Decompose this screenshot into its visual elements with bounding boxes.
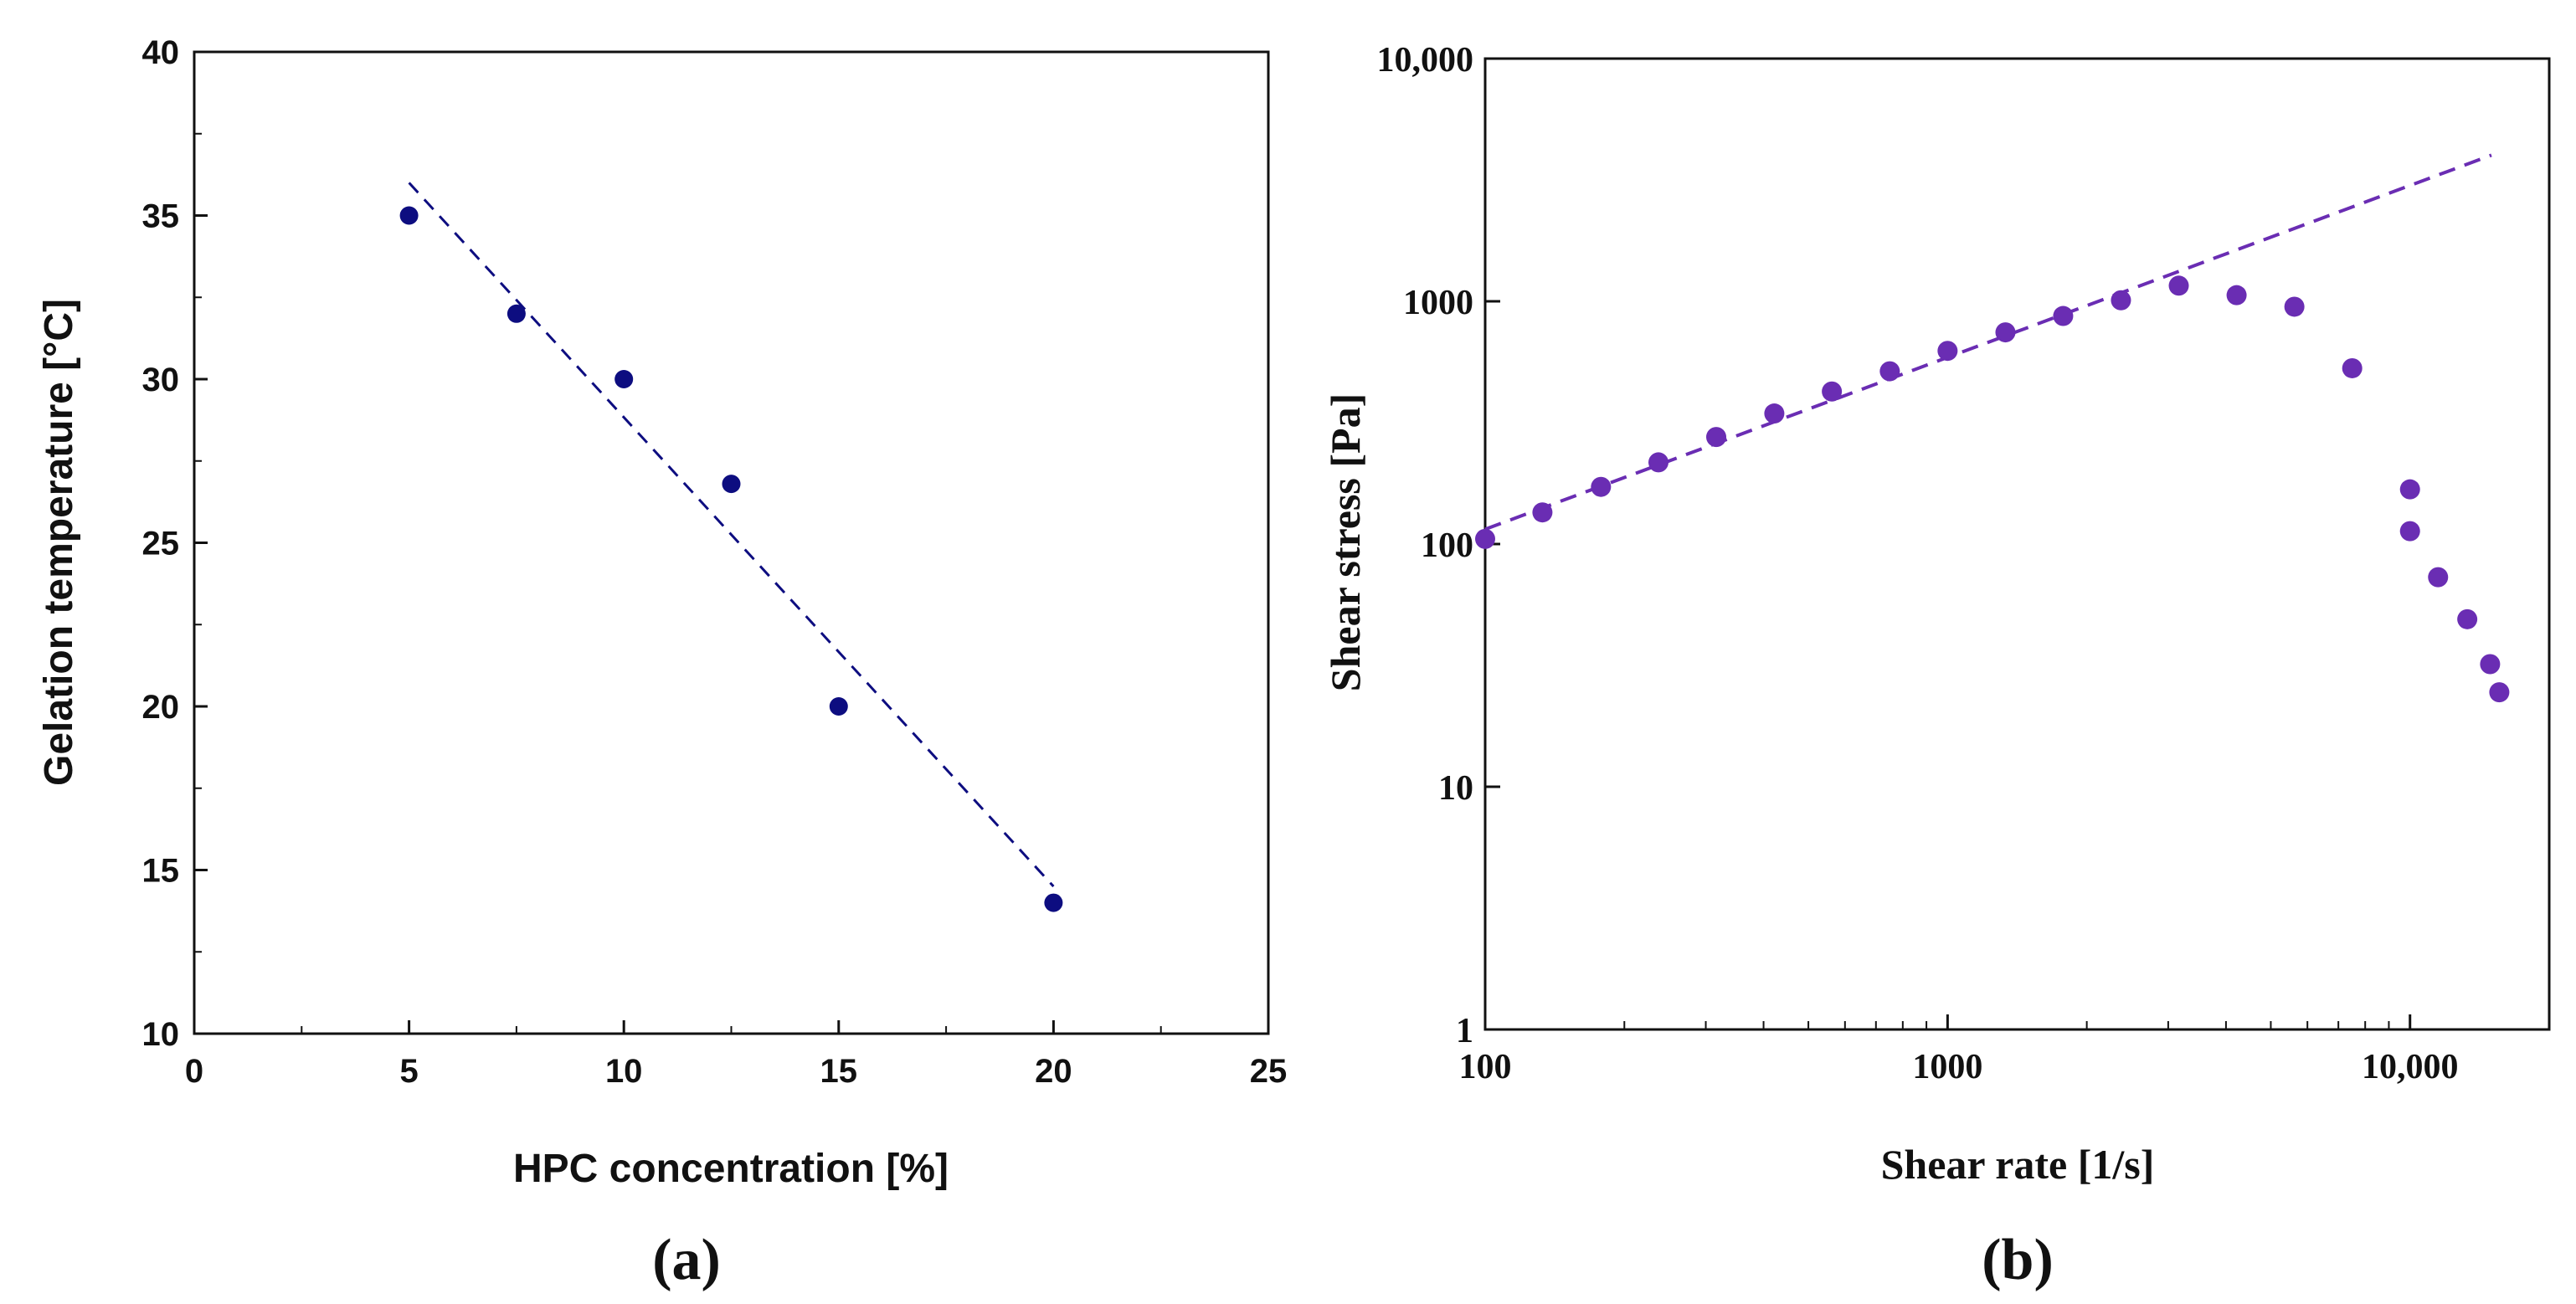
y-tick-label: 25 <box>142 526 180 562</box>
data-point <box>506 304 526 323</box>
x-tick-label: 0 <box>185 1053 203 1090</box>
chart-b-points <box>1475 275 2510 703</box>
data-point <box>2111 290 2131 311</box>
chart-a: 0 5 10 15 20 25 10 15 20 25 30 35 40 HPC concentrat… <box>37 34 1287 1292</box>
data-point <box>1475 528 1495 549</box>
data-point <box>722 475 741 494</box>
data-point <box>1532 502 1553 523</box>
data-point <box>2053 305 2074 326</box>
y-tick-label: 10,000 <box>1377 41 1474 80</box>
chart-a-ticks <box>193 50 1270 1035</box>
data-point <box>1822 381 1843 402</box>
chart-b: 100 1000 10,000 1 10 100 1000 10,000 Shear rat… <box>1322 41 2551 1292</box>
chart-a-points <box>399 206 1063 912</box>
data-point <box>2428 567 2449 588</box>
chart-b-plot-frame <box>1483 57 2551 1031</box>
data-point <box>2480 654 2501 675</box>
data-point <box>399 206 419 225</box>
chart-b-ticks <box>1483 57 2550 1031</box>
chart-a-panel-label: (a) <box>652 1228 721 1292</box>
data-point <box>614 370 634 388</box>
chart-a-x-axis-title: HPC concentration [%] <box>513 1147 949 1191</box>
data-point <box>1706 427 1727 448</box>
data-point <box>1591 476 1612 497</box>
chart-b-x-axis-title: Shear rate [1/s] <box>1881 1141 2155 1188</box>
x-tick-label: 100 <box>1459 1048 1512 1086</box>
x-tick-label: 15 <box>820 1053 858 1090</box>
chart-a-x-tick-labels: 0 5 10 15 20 25 <box>185 1053 1287 1090</box>
x-tick-label: 1000 <box>1912 1048 1982 1086</box>
data-point <box>2342 357 2363 378</box>
chart-b-x-tick-labels: 100 1000 10,000 <box>1459 1048 2459 1086</box>
chart-a-y-tick-labels: 10 15 20 25 30 35 40 <box>142 34 180 1053</box>
data-point <box>1937 341 1958 362</box>
data-point <box>1044 893 1063 912</box>
x-tick-label: 5 <box>399 1053 418 1090</box>
data-point <box>2489 682 2510 703</box>
y-tick-label: 15 <box>142 853 180 890</box>
data-point <box>1648 452 1668 473</box>
y-tick-label: 10 <box>1438 769 1473 808</box>
data-point <box>2226 285 2247 305</box>
data-point <box>1879 361 1900 382</box>
y-tick-label: 100 <box>1421 526 1473 565</box>
x-tick-label: 20 <box>1035 1053 1072 1090</box>
x-tick-label: 10,000 <box>2362 1048 2459 1086</box>
chart-b-fit-line <box>1484 153 2492 531</box>
x-tick-label: 25 <box>1250 1053 1288 1090</box>
chart-b-panel-label: (b) <box>1982 1228 2054 1292</box>
y-tick-label: 30 <box>142 362 180 398</box>
y-tick-label: 1 <box>1456 1012 1473 1050</box>
chart-b-y-axis-title: Shear stress [Pa] <box>1322 393 1369 691</box>
y-tick-label: 35 <box>142 198 180 235</box>
data-point <box>1995 322 2016 343</box>
data-point <box>2168 275 2189 296</box>
data-point <box>2399 479 2420 500</box>
chart-a-plot-frame <box>193 50 1270 1035</box>
data-point <box>829 697 848 716</box>
chart-a-fit-line <box>408 182 1055 888</box>
chart-a-y-axis-title: Gelation temperature [°C] <box>37 299 81 786</box>
y-tick-label: 10 <box>142 1016 180 1053</box>
data-point <box>2457 608 2478 629</box>
data-point <box>2284 296 2305 317</box>
chart-b-y-tick-labels: 1 10 100 1000 10,000 <box>1377 41 1474 1050</box>
y-tick-label: 40 <box>142 34 180 71</box>
x-tick-label: 10 <box>605 1053 643 1090</box>
data-point <box>2399 521 2420 542</box>
data-point <box>1764 403 1785 424</box>
y-tick-label: 1000 <box>1403 284 1473 322</box>
y-tick-label: 20 <box>142 689 180 726</box>
